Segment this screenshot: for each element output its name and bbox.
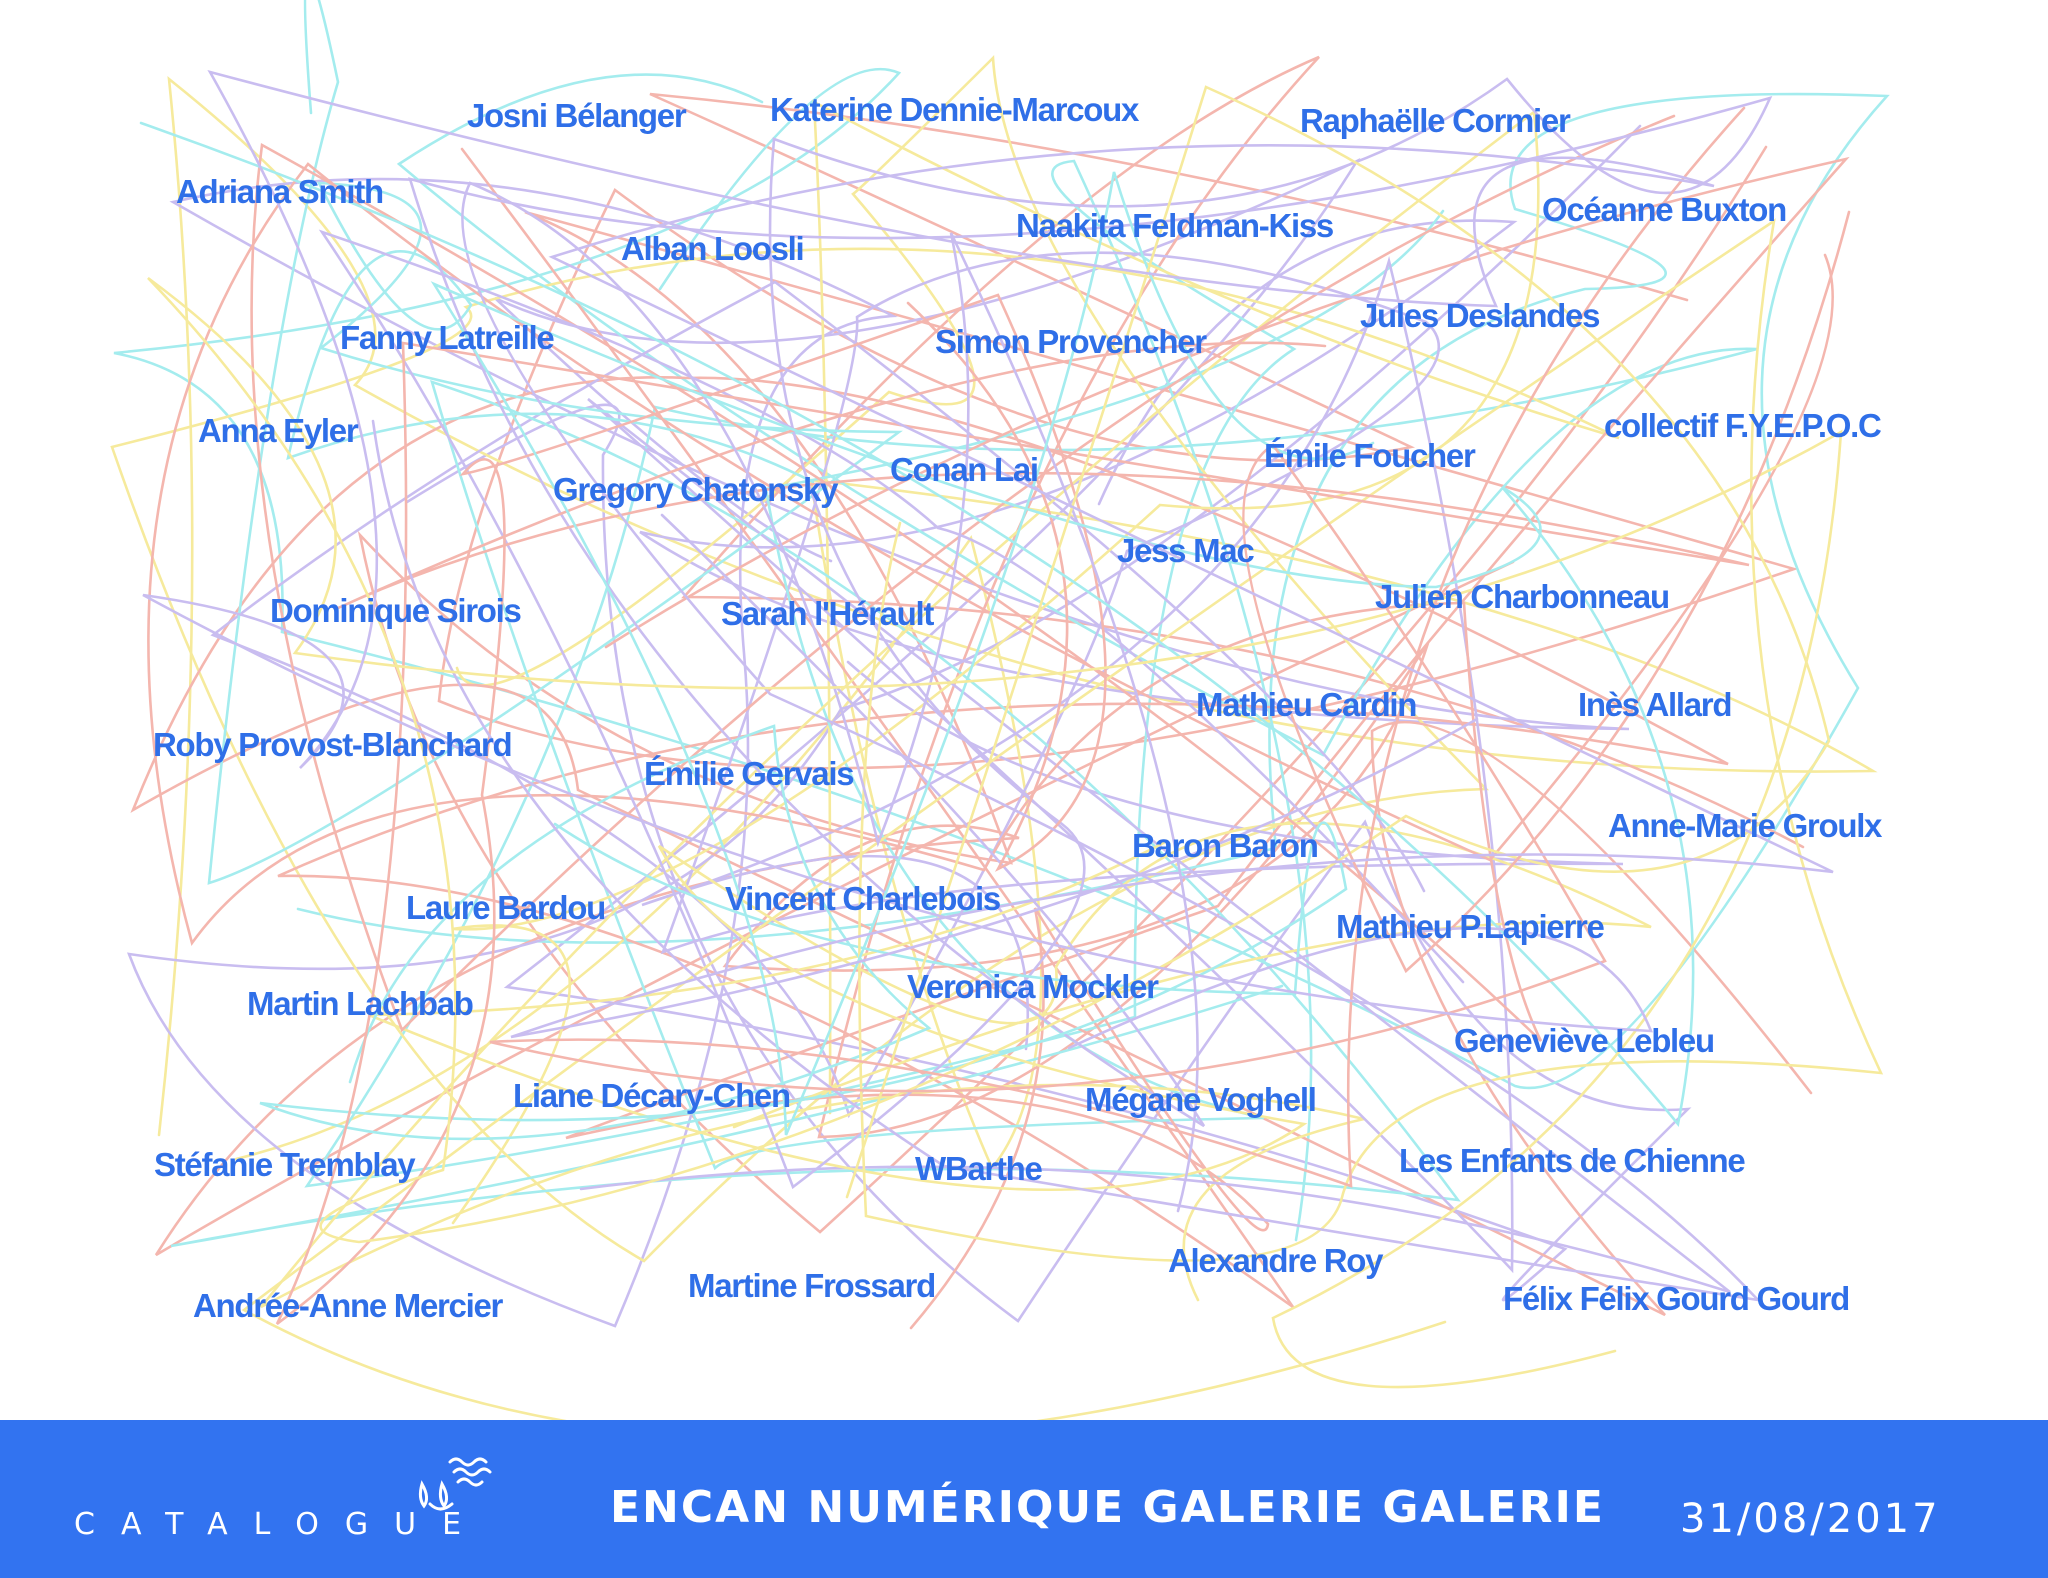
scribble-line [259, 724, 1348, 1141]
scribble-line [565, 156, 1850, 1330]
artist-name[interactable]: Alexandre Roy [1168, 1242, 1383, 1279]
artist-name[interactable]: Jess Mac [1117, 532, 1255, 569]
catalogue-logo-icon [418, 1457, 492, 1511]
scribble-line [139, 121, 1695, 1136]
artist-name[interactable]: Naakita Feldman-Kiss [1016, 207, 1334, 244]
artist-name[interactable]: Fanny Latreille [340, 319, 555, 356]
event-title: ENCAN NUMÉRIQUE GALERIE GALERIE [610, 1482, 1605, 1533]
scribble-line [210, 251, 1624, 1119]
footer-bar [0, 1420, 2048, 1578]
scribble-line [157, 76, 1878, 1171]
artist-name[interactable]: Jules Deslandes [1360, 297, 1600, 334]
artist-name[interactable]: Conan Lai [890, 451, 1039, 488]
scribble-line [371, 181, 1762, 1302]
scribble-line [154, 55, 1805, 1257]
catalogue-wordmark[interactable]: CATALOGUE [74, 1507, 488, 1542]
artist-name[interactable]: Félix Félix Gourd Gourd [1503, 1280, 1850, 1317]
artist-name[interactable]: Vincent Charlebois [725, 880, 1001, 917]
artist-name[interactable]: Émilie Gervais [644, 755, 855, 792]
artist-name[interactable]: Andrée-Anne Mercier [193, 1287, 503, 1324]
artist-name[interactable]: Stéfanie Tremblay [154, 1146, 416, 1183]
artist-name[interactable]: Julien Charbonneau [1375, 578, 1670, 615]
artist-name[interactable]: Raphaëlle Cormier [1300, 102, 1571, 139]
artist-name[interactable]: Katerine Dennie-Marcoux [770, 91, 1139, 128]
artist-name[interactable]: collectif F.Y.E.P.O.C [1604, 407, 1882, 444]
scribble-line [142, 69, 1834, 1050]
scribble-line [170, 209, 1461, 1248]
artist-name[interactable]: Liane Décary-Chen [513, 1077, 791, 1114]
artist-name[interactable]: Veronica Mockler [907, 968, 1159, 1005]
artist-name[interactable]: Mégane Voghell [1085, 1081, 1317, 1118]
artist-name[interactable]: WBarthe [915, 1150, 1043, 1187]
artist-name[interactable]: Mathieu Cardin [1196, 686, 1417, 723]
artist-name[interactable]: Baron Baron [1132, 827, 1319, 864]
artist-name[interactable]: Alban Loosli [621, 230, 805, 267]
artist-name[interactable]: Océanne Buxton [1542, 191, 1787, 228]
scribble-line [368, 821, 1652, 1192]
scribble-line [113, 67, 1890, 1090]
artist-name[interactable]: Martin Lachbab [247, 985, 474, 1022]
artist-name[interactable]: Josni Bélanger [467, 97, 687, 134]
scribble-line [241, 218, 1884, 1420]
scribble-line [207, 0, 903, 885]
artist-name[interactable]: Inès Allard [1578, 686, 1733, 723]
artist-name[interactable]: Laure Bardou [406, 889, 606, 926]
artist-name[interactable]: Émile Foucher [1264, 437, 1476, 474]
event-date: 31/08/2017 [1680, 1496, 1941, 1542]
artist-name[interactable]: Adriana Smith [176, 173, 384, 210]
artist-name[interactable]: Les Enfants de Chienne [1399, 1142, 1746, 1179]
artist-name[interactable]: Martine Frossard [688, 1267, 936, 1304]
scribble-line [304, 73, 1758, 1242]
scribble-line [147, 85, 1843, 1389]
artist-name[interactable]: Dominique Sirois [270, 592, 522, 629]
artist-name[interactable]: Mathieu P.Lapierre [1336, 908, 1605, 945]
artist-name[interactable]: Sarah l'Hérault [721, 595, 934, 632]
scribble-line [489, 106, 1851, 1188]
artist-name[interactable]: Anna Eyler [198, 412, 359, 449]
scribble-line [110, 55, 1620, 1263]
scribble-line [127, 124, 1642, 1328]
artist-name[interactable]: Anne-Marie Groulx [1608, 807, 1882, 844]
artist-name[interactable]: Roby Provost-Blanchard [153, 726, 513, 763]
artist-name[interactable]: Geneviève Lebleu [1454, 1022, 1715, 1059]
scribble-background [110, 0, 1890, 1420]
artist-name[interactable]: Gregory Chatonsky [553, 471, 838, 508]
artist-name[interactable]: Simon Provencher [935, 323, 1207, 360]
